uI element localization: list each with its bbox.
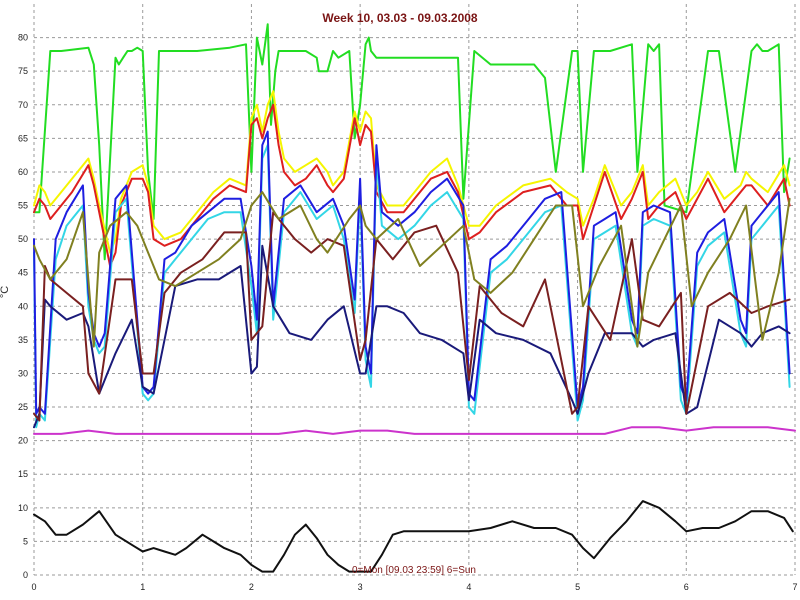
y-axis-label: °C — [0, 286, 11, 298]
y-tick-label: 75 — [18, 66, 28, 76]
series-line-4 — [33, 144, 791, 429]
x-tick-label: 2 — [249, 582, 254, 592]
series-line-7 — [33, 211, 791, 422]
series-line-8 — [33, 191, 791, 348]
series-line-6 — [33, 244, 791, 429]
y-tick-label: 50 — [18, 234, 28, 244]
y-tick-label: 70 — [18, 100, 28, 110]
y-tick-label: 60 — [18, 167, 28, 177]
y-tick-label: 80 — [18, 33, 28, 43]
x-tick-label: 7 — [792, 582, 797, 592]
series-line-1 — [33, 23, 791, 261]
y-tick-label: 40 — [18, 301, 28, 311]
y-tick-label: 0 — [23, 570, 28, 580]
y-tick-label: 5 — [23, 536, 28, 546]
series-line-2 — [33, 90, 791, 254]
y-tick-label: 20 — [18, 436, 28, 446]
y-tick-label: 55 — [18, 201, 28, 211]
y-tick-label: 25 — [18, 402, 28, 412]
series-line-5 — [33, 130, 791, 415]
series-lines — [33, 23, 796, 573]
x-tick-label: 5 — [575, 582, 580, 592]
y-tick-label: 15 — [18, 469, 28, 479]
y-tick-label: 45 — [18, 268, 28, 278]
x-tick-label: 1 — [140, 582, 145, 592]
x-tick-label: 0 — [31, 582, 36, 592]
x-tick-label: 3 — [358, 582, 363, 592]
chart-title: Week 10, 03.03 - 09.03.2008 — [322, 11, 478, 25]
y-tick-label: 10 — [18, 503, 28, 513]
y-tick-label: 35 — [18, 335, 28, 345]
chart-footer: 0=Mon [09.03 23:59] 6=Sun — [352, 565, 476, 576]
y-tick-label: 65 — [18, 133, 28, 143]
x-tick-label: 4 — [466, 582, 471, 592]
series-line-3 — [33, 103, 791, 267]
series-line-10 — [33, 500, 794, 573]
series-line-9 — [33, 426, 796, 435]
x-tick-label: 6 — [684, 582, 689, 592]
y-tick-label: 30 — [18, 368, 28, 378]
